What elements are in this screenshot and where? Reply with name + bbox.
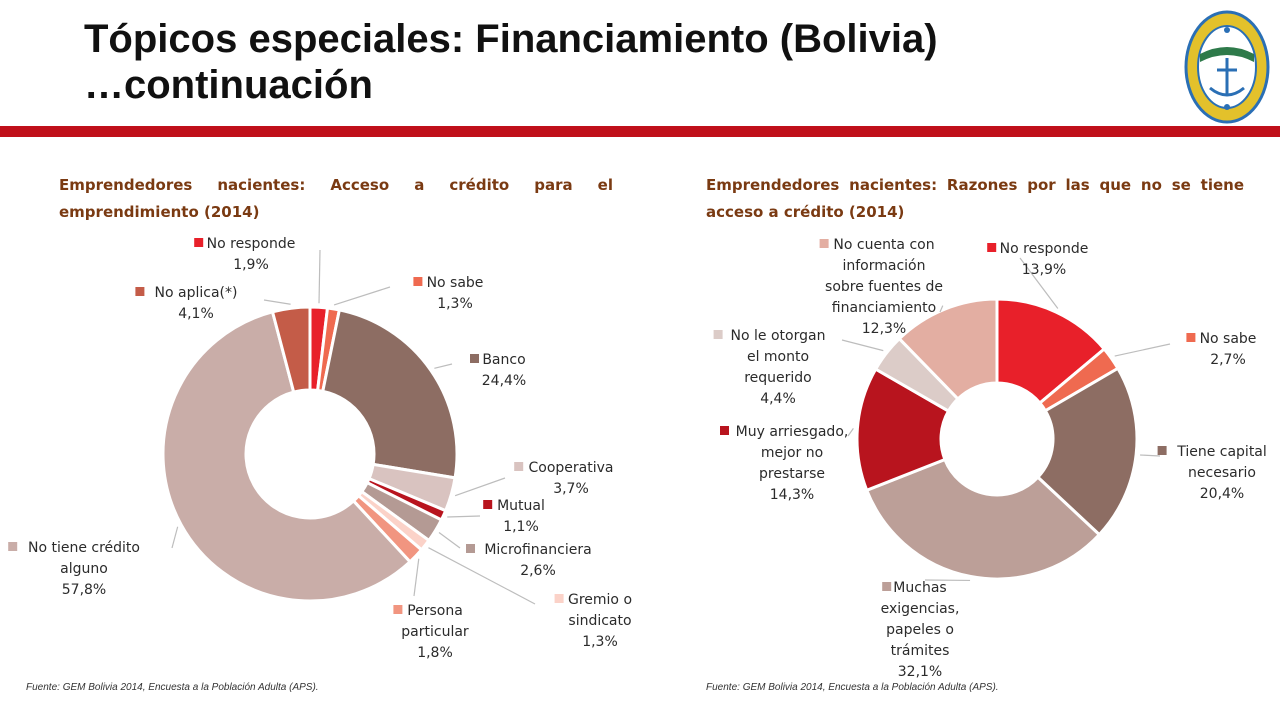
- donut-1-slice-10: [270, 305, 312, 394]
- donut-1-leader-4: [454, 477, 506, 497]
- donut-1-label-1: No responde 1,9%: [207, 236, 296, 273]
- donut-1-marker-4: [514, 462, 524, 471]
- donut-1-leader-3: [434, 363, 453, 369]
- donut-2-label-7: No cuenta con información sobre fuentes de…: [825, 237, 943, 337]
- donut-1-label-6: Microfinanciera 2,6%: [484, 542, 591, 579]
- donut-chart-1: No responde 1,9% No sabe 1,3% Banco 24,4% Coop…: [8, 236, 632, 661]
- donut-1-label-2: No sabe 1,3%: [427, 275, 484, 312]
- slide-title: Tópicos especiales: Financiamiento (Boli…: [84, 16, 938, 108]
- donut-1-marker-2: [413, 277, 423, 286]
- donut-1-label-4: Cooperativa 3,7%: [529, 460, 614, 497]
- donut-2-leader-5: [847, 428, 854, 437]
- donut-2-slice-4: [864, 457, 1102, 581]
- donut-1-leader-10: [263, 299, 291, 305]
- donut-1-marker-7: [554, 594, 564, 603]
- donut-1-label-9: No tiene crédito alguno 57,8%: [28, 540, 140, 598]
- donut-2-marker-4: [882, 582, 892, 591]
- donut-1-marker-3: [470, 354, 479, 363]
- chart-2-source: Fuente: GEM Bolivia 2014, Encuesta a la …: [706, 682, 999, 693]
- donut-2-label-6: No le otorgan el monto requerido 4,4%: [731, 328, 826, 407]
- donut-2-label-4: Muchas exigencias, papeles o trámites 32,1%: [881, 580, 960, 680]
- donut-1-marker-8: [393, 605, 403, 614]
- donut-2-slice-1: [995, 297, 1107, 406]
- chart-2-title: Emprendedores nacientes: Razones por las…: [706, 176, 1244, 221]
- donut-1-marker-1: [194, 238, 204, 247]
- donut-2-leader-2: [1114, 343, 1171, 357]
- donut-1-leader-7: [428, 547, 536, 605]
- donut-1-marker-6: [466, 544, 475, 553]
- donut-1-slice-3: [321, 308, 459, 480]
- donut-1-marker-9: [8, 542, 18, 551]
- donut-1-label-5: Mutual 1,1%: [497, 498, 545, 535]
- donut-1-marker-10: [135, 287, 145, 296]
- donut-1-label-8: Persona particular 1,8%: [401, 603, 469, 661]
- donut-2-label-5: Muy arriesgado, mejor no prestarse 14,3%: [736, 424, 849, 503]
- donut-2-marker-5: [720, 426, 729, 435]
- donut-1-leader-5: [447, 515, 481, 518]
- donut-1-marker-5: [483, 500, 493, 509]
- slide-title-line-1: Tópicos especiales: Financiamiento (Boli…: [84, 17, 938, 61]
- donut-1-label-3: Banco 24,4%: [482, 352, 526, 389]
- donut-2-marker-6: [713, 330, 723, 339]
- chart-1-title: Emprendedores nacientes: Acceso a crédit…: [59, 176, 613, 221]
- donut-2-leader-1: [1019, 257, 1059, 309]
- donut-2-label-2: No sabe 2,7%: [1200, 331, 1257, 368]
- donut-2-label-1: No responde 13,9%: [1000, 241, 1089, 278]
- donut-2-marker-7: [819, 239, 829, 248]
- donut-2-slice-3: [1035, 366, 1139, 537]
- donut-2-leader-3: [1140, 454, 1161, 457]
- donut-2-marker-2: [1186, 333, 1196, 342]
- donut-1-leader-2: [333, 286, 391, 306]
- university-seal-logo: [1184, 10, 1270, 124]
- chart-1-source: Fuente: GEM Bolivia 2014, Encuesta a la …: [26, 682, 319, 693]
- donut-1-leader-6: [438, 532, 461, 549]
- donut-1-label-10: No aplica(*) 4,1%: [155, 285, 238, 322]
- donut-2-marker-3: [1157, 446, 1167, 455]
- slide-title-line-2: …continuación: [84, 63, 373, 107]
- donut-1-leader-9: [171, 526, 179, 549]
- donut-1-label-7: Gremio o sindicato 1,3%: [568, 592, 632, 650]
- donut-2-leader-6: [841, 339, 884, 352]
- donut-chart-2: No responde 13,9% No sabe 2,7% Tiene capital…: [713, 237, 1267, 680]
- donut-2-marker-1: [987, 243, 997, 252]
- donut-1-leader-1: [318, 249, 321, 304]
- donut-1-slice-9: [161, 310, 413, 603]
- title-accent-band: [0, 126, 1280, 137]
- donut-2-slice-7: [897, 297, 999, 401]
- donut-2-label-3: Tiene capital necesario 20,4%: [1176, 444, 1267, 502]
- donut-1-leader-8: [413, 558, 420, 597]
- donut-2-leader-7: [939, 305, 944, 313]
